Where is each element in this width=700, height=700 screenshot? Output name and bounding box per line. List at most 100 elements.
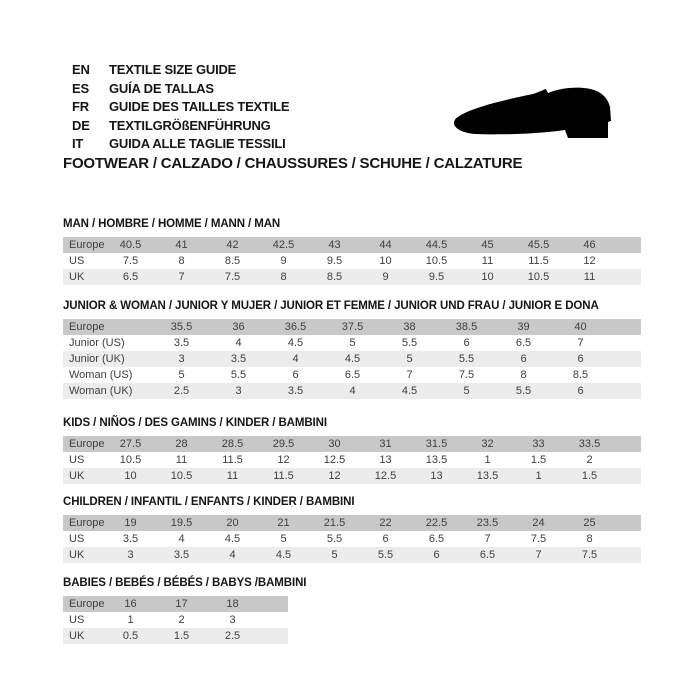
size-value: 1.5	[156, 628, 207, 644]
row-label: UK	[63, 468, 105, 484]
row-label: Europe	[63, 436, 105, 452]
size-value: 6	[382, 533, 389, 545]
size-value: 6	[495, 351, 552, 367]
size-value: 40	[552, 319, 609, 335]
size-value: 0.5	[105, 628, 156, 644]
size-value: 9	[280, 255, 287, 267]
size-value: 46	[564, 237, 615, 253]
size-value: 45.5	[513, 237, 564, 253]
size-row: US 1 2 3	[63, 612, 288, 628]
row-label: Junior (US)	[69, 337, 125, 349]
size-value: 4.5	[324, 351, 381, 367]
size-value: 5	[178, 369, 185, 381]
size-value: 1.5	[564, 468, 615, 484]
size-value: 24	[513, 515, 564, 531]
size-value: 3.5	[156, 547, 207, 563]
size-value: 9.5	[326, 255, 343, 267]
size-value: 8	[258, 269, 309, 285]
size-value: 31	[360, 436, 411, 452]
row-label: US	[69, 614, 85, 626]
size-value: 32	[462, 436, 513, 452]
row-label: Junior (UK)	[63, 351, 153, 367]
size-table-section: BABIES / BEBÉS / BÉBÉS / BABYS /BAMBINI E…	[63, 577, 641, 644]
size-value: 5.5	[438, 351, 495, 367]
language-code: ES	[72, 80, 89, 96]
size-value: 6.5	[105, 269, 156, 285]
size-value: 31.5	[411, 436, 462, 452]
size-value: 16	[105, 596, 156, 612]
size-value: 11	[175, 454, 188, 466]
size-value: 6.5	[515, 337, 532, 349]
size-value: 11.5	[258, 468, 309, 484]
filler-cell	[258, 628, 288, 644]
size-value: 1.5	[530, 454, 547, 466]
size-value: 3.5	[122, 533, 139, 545]
row-label: Woman (UK)	[63, 383, 153, 399]
size-value: 39	[495, 319, 552, 335]
filler-cell	[615, 531, 641, 547]
size-table: Europe 16 17 18 US 1 2 3 UK 0.5 1.5 2.5	[63, 596, 288, 644]
size-value: 6	[292, 369, 299, 381]
row-label: US	[69, 454, 85, 466]
filler-cell	[615, 253, 641, 269]
size-value: 12	[277, 454, 290, 466]
language-row: DE TEXTILGRÖßENFÜHRUNG	[72, 117, 289, 136]
size-value: 4.5	[258, 547, 309, 563]
size-value: 25	[564, 515, 615, 531]
size-value: 7	[156, 269, 207, 285]
size-table-section: CHILDREN / INFANTIL / ENFANTS / KINDER /…	[63, 496, 641, 563]
size-value: 10	[105, 468, 156, 484]
size-value: 4	[324, 383, 381, 399]
size-row: US 10.5 11 11.5 12 12.5 13 13.5 1 1.5 2	[63, 452, 641, 468]
size-value: 9.5	[411, 269, 462, 285]
size-value: 3	[105, 547, 156, 563]
size-row: Woman (US) 5 5.5 6 6.5 7 7.5 8 8.5	[63, 367, 641, 383]
language-row: ES GUÍA DE TALLAS	[72, 80, 289, 99]
size-value: 12	[309, 468, 360, 484]
size-value: 6.5	[428, 533, 445, 545]
filler-cell	[609, 319, 641, 335]
size-value: 4	[267, 351, 324, 367]
size-value: 7.5	[458, 369, 475, 381]
size-value: 22.5	[411, 515, 462, 531]
size-value: 8	[520, 369, 527, 381]
size-value: 12	[583, 255, 596, 267]
size-table-section: JUNIOR & WOMAN / JUNIOR Y MUJER / JUNIOR…	[63, 300, 641, 399]
language-code: IT	[72, 136, 84, 152]
size-value: 7	[577, 337, 584, 349]
size-row-europe: Europe 19 19.5 20 21 21.5 22 22.5 23.5 24 25	[63, 515, 641, 531]
size-value: 12.5	[323, 454, 346, 466]
size-table-title: JUNIOR & WOMAN / JUNIOR Y MUJER / JUNIOR…	[63, 300, 599, 312]
size-value: 6	[411, 547, 462, 563]
size-value: 42.5	[258, 237, 309, 253]
size-table-title: MAN / HOMBRE / HOMME / MANN / MAN	[63, 218, 281, 230]
size-value: 27.5	[105, 436, 156, 452]
size-value: 33.5	[564, 436, 615, 452]
category-heading: FOOTWEAR / CALZADO / CHAUSSURES / SCHUHE…	[63, 155, 523, 172]
filler-cell	[615, 452, 641, 468]
size-value: 3	[210, 383, 267, 399]
size-row-europe: Europe 40.5 41 42 42.5 43 44 44.5 45 45.5 46	[63, 237, 641, 253]
language-label: GUÍA DE TALLAS	[109, 80, 214, 96]
size-value: 12.5	[360, 468, 411, 484]
size-value: 20	[207, 515, 258, 531]
size-value: 8.5	[572, 369, 589, 381]
size-value: 4.5	[224, 533, 241, 545]
size-row: US 3.5 4 4.5 5 5.5 6 6.5 7 7.5 8	[63, 531, 641, 547]
row-label: Europe	[63, 596, 105, 612]
row-label: UK	[63, 269, 105, 285]
language-row: IT GUIDA ALLE TAGLIE TESSILI	[72, 135, 289, 154]
size-value: 6	[552, 351, 609, 367]
size-value: 45	[462, 237, 513, 253]
size-value: 7	[513, 547, 564, 563]
size-value: 6.5	[344, 369, 361, 381]
size-value: 11.5	[528, 255, 549, 267]
size-value: 10	[462, 269, 513, 285]
language-code: DE	[72, 117, 90, 133]
filler-cell	[609, 335, 641, 351]
language-row: FR GUIDE DES TAILLES TEXTILE	[72, 98, 290, 117]
size-value: 5	[280, 533, 287, 545]
size-value: 30	[309, 436, 360, 452]
size-value: 5.5	[230, 369, 247, 381]
size-row: UK 6.5 7 7.5 8 8.5 9 9.5 10 10.5 11	[63, 269, 641, 285]
